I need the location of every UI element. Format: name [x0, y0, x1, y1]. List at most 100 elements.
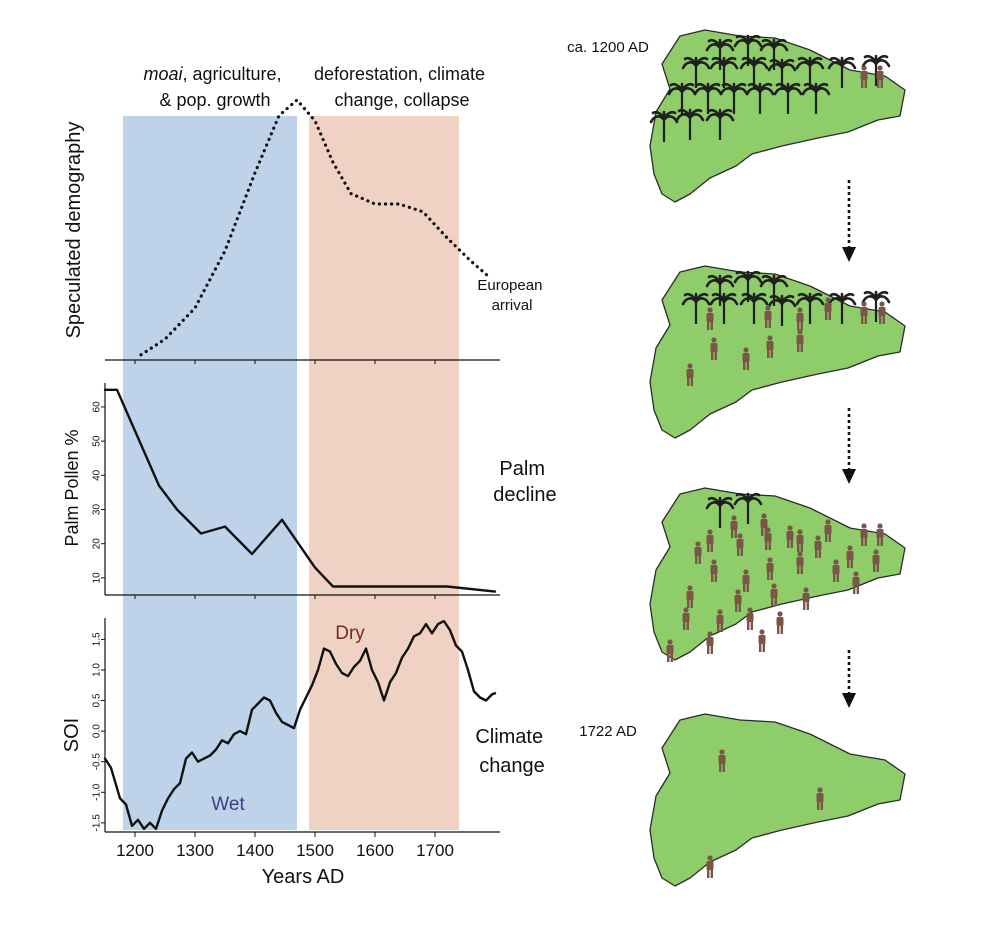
x-tick-label: 1200	[116, 841, 154, 860]
person-icon	[758, 629, 766, 652]
person-icon	[734, 589, 742, 612]
person-leg	[768, 541, 771, 550]
person-body	[770, 589, 778, 598]
palm-fronds	[719, 82, 749, 96]
person-icon	[852, 571, 860, 594]
palm-fronds	[767, 294, 797, 308]
person-body	[710, 565, 718, 574]
person-icon	[776, 611, 784, 634]
person-leg	[800, 321, 803, 330]
person-icon	[832, 559, 840, 582]
island-date-label: 1722 AD	[579, 723, 637, 740]
person-head	[707, 855, 713, 861]
person-leg	[797, 565, 800, 574]
person-icon	[860, 523, 868, 546]
person-leg	[746, 361, 749, 370]
moai-word: moai	[143, 64, 183, 84]
island-diagrams: ca. 1200 AD 1722 AD	[567, 29, 906, 887]
person-body	[832, 565, 840, 574]
palm-tree-icon	[767, 58, 797, 90]
x-tick-label: 1400	[236, 841, 274, 860]
person-leg	[833, 573, 836, 582]
person-body	[796, 535, 804, 544]
person-body	[682, 613, 690, 622]
person-icon	[736, 533, 744, 556]
person-leg	[707, 543, 710, 552]
island-shape	[649, 713, 906, 887]
palm-fronds	[767, 58, 797, 72]
person-leg	[768, 319, 771, 328]
person-icon	[796, 307, 804, 330]
person-head	[777, 611, 783, 617]
palm-tree-icon	[733, 492, 763, 524]
palm-fronds	[681, 292, 711, 306]
collapse-period-label-line2: change, collapse	[334, 90, 469, 110]
person-body	[758, 635, 766, 644]
person-leg	[877, 537, 880, 546]
person-leg	[714, 351, 717, 360]
person-leg	[698, 555, 701, 564]
palm-fronds	[827, 292, 857, 306]
down-arrow-icon	[842, 408, 856, 484]
person-leg	[687, 377, 690, 386]
person-body	[852, 577, 860, 586]
person-body	[766, 341, 774, 350]
person-leg	[690, 599, 693, 608]
person-head	[687, 585, 693, 591]
person-leg	[825, 533, 828, 542]
person-leg	[850, 559, 853, 568]
person-body	[876, 529, 884, 538]
palm-tree-icon	[675, 108, 705, 140]
person-body	[872, 555, 880, 564]
person-head	[877, 523, 883, 529]
person-icon	[682, 607, 690, 630]
y-tick-label: 1.0	[92, 663, 103, 677]
person-icon	[742, 347, 750, 370]
island-date-label: ca. 1200 AD	[567, 39, 649, 56]
european-arrival-label: European arrival	[477, 277, 546, 314]
person-leg	[800, 343, 803, 352]
person-leg	[770, 571, 773, 580]
person-leg	[774, 597, 777, 606]
palm-fronds	[795, 56, 825, 70]
palm-fronds	[709, 292, 739, 306]
palm-fronds	[705, 108, 735, 122]
person-body	[742, 575, 750, 584]
person-leg	[746, 583, 749, 592]
person-leg	[790, 539, 793, 548]
palm-fronds	[709, 56, 739, 70]
person-icon	[876, 65, 884, 88]
person-leg	[882, 315, 885, 324]
person-body	[706, 637, 714, 646]
person-leg	[738, 603, 741, 612]
person-body	[814, 541, 822, 550]
collapse-period-label-line1: deforestation, climate	[314, 64, 485, 84]
palm-fronds	[827, 56, 857, 70]
palm-decline-label: Palm decline	[493, 458, 556, 506]
palm-tree-icon	[861, 290, 891, 322]
person-leg	[864, 537, 867, 546]
person-leg	[707, 869, 710, 878]
person-leg	[667, 653, 670, 662]
person-leg	[806, 601, 809, 610]
palm-fronds	[745, 82, 775, 96]
person-icon	[816, 787, 824, 810]
wet-label: Wet	[211, 794, 245, 815]
palm-fronds	[705, 496, 735, 510]
y-axis-title: SOI	[61, 718, 83, 752]
person-body	[796, 557, 804, 566]
y-tick-label: 50	[92, 435, 103, 447]
series-line	[103, 388, 497, 593]
person-leg	[690, 377, 693, 386]
person-head	[797, 551, 803, 557]
palm-tree-icon	[739, 292, 769, 324]
person-leg	[797, 343, 800, 352]
palm-fronds	[795, 292, 825, 306]
person-leg	[695, 555, 698, 564]
person-leg	[880, 79, 883, 88]
person-icon	[686, 363, 694, 386]
palm-fronds	[705, 38, 735, 52]
person-leg	[853, 585, 856, 594]
person-head	[731, 515, 737, 521]
person-leg	[750, 621, 753, 630]
